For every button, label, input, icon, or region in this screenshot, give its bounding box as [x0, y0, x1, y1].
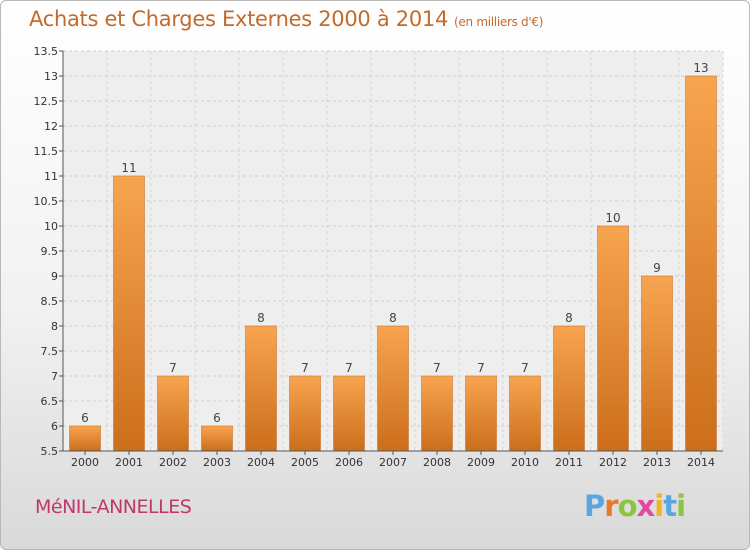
bar — [157, 375, 189, 452]
axes: 5.5 6 6.5 7 7.5 8 8.5 9 9.5 10 10.5 11 11.5 12 12.5 13 1… — [34, 45, 723, 469]
y-tick-label: 11 — [44, 170, 58, 183]
y-tick-label: 8.5 — [41, 295, 59, 308]
data-label: 10 — [605, 211, 620, 225]
bar — [377, 325, 409, 452]
x-tick-label: 2010 — [511, 456, 539, 469]
y-tick-label: 9 — [51, 270, 58, 283]
logo-letter: i — [654, 489, 664, 523]
data-label: 6 — [81, 411, 89, 425]
proxiti-logo: Proxiti — [584, 489, 686, 523]
data-label: 11 — [121, 161, 136, 175]
x-tick-label: 2002 — [159, 456, 187, 469]
title-text: Achats et Charges Externes 2000 à 2014 — [29, 7, 449, 31]
bar — [113, 175, 145, 452]
x-tick-label: 2005 — [291, 456, 319, 469]
x-tick-label: 2006 — [335, 456, 363, 469]
bar — [201, 425, 233, 452]
data-label: 7 — [345, 361, 353, 375]
logo-letter: o — [617, 489, 638, 523]
data-label: 9 — [653, 261, 661, 275]
data-label: 8 — [257, 311, 265, 325]
y-tick-label: 8 — [51, 320, 58, 333]
bar — [333, 375, 365, 452]
data-label: 8 — [565, 311, 573, 325]
bar — [509, 375, 541, 452]
y-tick-label: 12.5 — [34, 95, 59, 108]
bar — [597, 225, 629, 452]
bar — [553, 325, 585, 452]
place-name: MéNIL-ANNELLES — [35, 496, 192, 518]
y-tick-label: 6.5 — [41, 395, 59, 408]
y-tick-label: 9.5 — [41, 245, 59, 258]
y-tick-label: 10.5 — [34, 195, 59, 208]
y-tick-label: 6 — [51, 420, 58, 433]
logo-letter: i — [676, 489, 686, 523]
x-tick-label: 2008 — [423, 456, 451, 469]
logo-letter: t — [663, 489, 677, 523]
x-tick-label: 2004 — [247, 456, 275, 469]
chart-title: Achats et Charges Externes 2000 à 2014 (e… — [29, 7, 543, 31]
bar — [421, 375, 453, 452]
x-tick-label: 2003 — [203, 456, 231, 469]
bar — [685, 75, 717, 452]
logo-letter: x — [636, 489, 656, 523]
y-tick-label: 7 — [51, 370, 58, 383]
logo-letter: r — [604, 489, 618, 523]
data-label: 7 — [169, 361, 177, 375]
x-tick-label: 2014 — [687, 456, 715, 469]
bar — [69, 425, 101, 452]
data-label: 7 — [477, 361, 485, 375]
bars: 6 11 7 6 8 7 7 8 7 7 7 8 10 9 13 — [69, 61, 717, 452]
chart-subtitle: (en milliers d'€) — [454, 15, 544, 29]
data-label: 13 — [693, 61, 708, 75]
y-tick-label: 7.5 — [41, 345, 59, 358]
x-tick-label: 2001 — [115, 456, 143, 469]
y-tick-label: 11.5 — [34, 145, 59, 158]
y-tick-label: 12 — [44, 120, 58, 133]
logo-letter: P — [584, 489, 605, 523]
x-tick-label: 2011 — [555, 456, 583, 469]
bar — [245, 325, 277, 452]
x-tick-label: 2007 — [379, 456, 407, 469]
y-tick-label: 10 — [44, 220, 58, 233]
data-label: 8 — [389, 311, 397, 325]
bar — [465, 375, 497, 452]
y-tick-label: 13.5 — [34, 45, 59, 58]
x-tick-label: 2009 — [467, 456, 495, 469]
data-label: 7 — [433, 361, 441, 375]
x-tick-label: 2013 — [643, 456, 671, 469]
x-tick-label: 2012 — [599, 456, 627, 469]
y-tick-label: 13 — [44, 70, 58, 83]
data-label: 6 — [213, 411, 221, 425]
y-tick-label: 5.5 — [41, 445, 59, 458]
bar — [641, 275, 673, 452]
x-tick-label: 2000 — [71, 456, 99, 469]
bar — [289, 375, 321, 452]
data-label: 7 — [301, 361, 309, 375]
data-label: 7 — [521, 361, 529, 375]
